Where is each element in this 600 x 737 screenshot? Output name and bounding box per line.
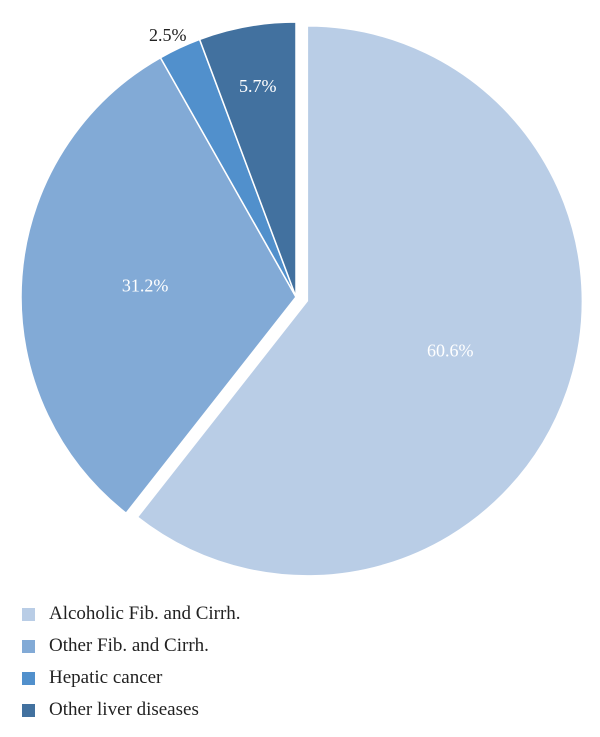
chart-legend: Alcoholic Fib. and Cirrh. Other Fib. and… <box>22 598 241 726</box>
pie-data-label: 2.5% <box>149 25 187 45</box>
legend-swatch <box>22 671 35 685</box>
pie-slice-other-liver-diseases <box>198 21 297 298</box>
legend-label: Hepatic cancer <box>49 667 163 688</box>
legend-item-other-liver-diseases: Other liver diseases <box>22 694 241 726</box>
pie-slices <box>20 21 584 577</box>
pie-data-label: 31.2% <box>122 276 169 296</box>
pie-chart: 60.6% 31.2% 2.5% 5.7% <box>20 21 584 577</box>
pie-slice-alcoholic-fib-and-cirrh <box>136 25 584 577</box>
legend-swatch <box>22 703 35 717</box>
pie-slice-other-fib-and-cirrh <box>20 56 297 515</box>
legend-item-other-fib-cirrh: Other Fib. and Cirrh. <box>22 630 241 662</box>
legend-item-hepatic-cancer: Hepatic cancer <box>22 662 241 694</box>
legend-swatch <box>22 639 35 653</box>
pie-data-label: 60.6% <box>427 340 474 360</box>
legend-label: Other liver diseases <box>49 699 199 720</box>
pie-data-labels: 60.6% 31.2% 2.5% 5.7% <box>122 25 474 360</box>
pie-data-label: 5.7% <box>239 76 277 96</box>
legend-item-alcoholic-fib-cirrh: Alcoholic Fib. and Cirrh. <box>22 598 241 630</box>
legend-label: Alcoholic Fib. and Cirrh. <box>49 603 241 624</box>
legend-label: Other Fib. and Cirrh. <box>49 635 209 656</box>
legend-swatch <box>22 607 35 621</box>
